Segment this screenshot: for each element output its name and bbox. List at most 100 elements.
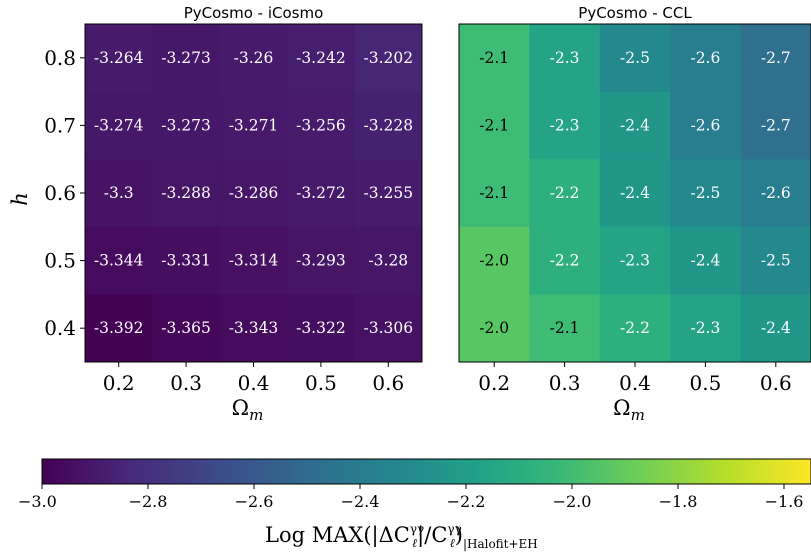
heatmap-cell (740, 24, 811, 93)
cell-value-label: -3.264 (94, 49, 144, 67)
heatmap-cell (529, 91, 601, 160)
x-tick-label: 0.6 (760, 371, 792, 395)
cell-value-label: -2.5 (620, 49, 650, 67)
y-axis-label: h (8, 192, 32, 206)
heatmap-cell (529, 294, 601, 363)
heatmap-cell (85, 294, 153, 363)
cell-value-label: -3.202 (363, 49, 413, 67)
heatmap-cell (287, 294, 356, 363)
cell-value-label: -2.3 (690, 319, 720, 337)
heatmap-cell (599, 294, 671, 363)
heatmap-cell (670, 226, 742, 295)
colorbar-tick-label: −2.4 (341, 492, 380, 511)
cell-value-label: -2.4 (620, 116, 650, 134)
cell-value-label: -3.28 (368, 252, 408, 270)
cell-value-label: -2.7 (761, 49, 791, 67)
heatmap-cell (670, 24, 742, 93)
cell-value-label: -2.2 (550, 252, 580, 270)
heatmap-cell (287, 226, 356, 295)
x-tick-label: 0.4 (238, 371, 270, 395)
heatmap-cell (219, 226, 288, 295)
cell-value-label: -2.0 (479, 252, 509, 270)
colorbar-tick-label: −1.6 (765, 492, 804, 511)
cell-value-label: -3.274 (94, 116, 144, 134)
cell-value-label: -3.271 (229, 116, 279, 134)
heatmap-cell (459, 24, 530, 93)
heatmap-cell (599, 91, 671, 160)
x-tick-label: 0.3 (170, 371, 202, 395)
heatmap-cell (529, 226, 601, 295)
colorbar: −3.0 −2.8 −2.6 −2.4 −2.2 −2.0 −1.8 −1.6 Log MAX(… (18, 458, 811, 551)
heatmap-cell (85, 24, 153, 93)
x-tick-label: 0.3 (549, 371, 581, 395)
cell-value-label: -3.343 (229, 319, 279, 337)
cell-value-label: -3.322 (296, 319, 346, 337)
cell-value-label: -2.3 (550, 49, 580, 67)
cell-value-label: -3.273 (161, 116, 211, 134)
heatmap-cell (85, 159, 153, 228)
cell-value-label: -2.4 (620, 184, 650, 202)
colorbar-gradient (42, 459, 811, 484)
cell-value-label: -2.6 (690, 116, 720, 134)
cell-value-label: -2.3 (550, 116, 580, 134)
heatmap-cell (599, 226, 671, 295)
cell-value-label: -2.0 (479, 319, 509, 337)
cell-value-label: -3.255 (363, 184, 413, 202)
panel-title: PyCosmo - CCL (578, 4, 692, 22)
heatmap-cell (599, 159, 671, 228)
x-tick-label: 0.4 (619, 371, 651, 395)
heatmap-cell (740, 91, 811, 160)
cell-value-label: -3.242 (296, 49, 346, 67)
heatmap-cell (354, 159, 423, 228)
x-tick-label: 0.2 (103, 371, 135, 395)
cell-value-label: -3.273 (161, 49, 211, 67)
cell-value-label: -2.1 (479, 184, 509, 202)
heatmap-cell (287, 159, 356, 228)
heatmap-cell (670, 91, 742, 160)
x-tick-label: 0.5 (689, 371, 721, 395)
cell-value-label: -3.3 (104, 184, 134, 202)
x-tick-label: 0.2 (478, 371, 510, 395)
cell-value-label: -3.26 (234, 49, 274, 67)
cell-value-label: -2.7 (761, 116, 791, 134)
heatmap-cell (459, 91, 530, 160)
heatmap-cell (152, 159, 221, 228)
cell-value-label: -3.344 (94, 252, 144, 270)
cell-value-label: -2.4 (761, 319, 791, 337)
y-tick-label: 0.4 (44, 316, 76, 340)
heatmap-cell (219, 294, 288, 363)
colorbar-tick-label: −2.0 (553, 492, 592, 511)
x-axis-label: Ωm (232, 396, 264, 424)
heatmap-panel-1: -3.264 -3.273 -3.26 -3.242 -3.202 -3.274 -3.27… (8, 4, 423, 424)
cell-value-label: -2.1 (550, 319, 580, 337)
heatmap-cell (152, 226, 221, 295)
cell-value-label: -2.5 (761, 252, 791, 270)
cell-value-label: -3.306 (363, 319, 413, 337)
cell-value-label: -2.2 (620, 319, 650, 337)
cell-value-label: -3.314 (229, 252, 279, 270)
heatmap-cell (152, 24, 221, 93)
colorbar-label: Log MAX(|ΔCγγ ℓ|/Cγγ ℓ)|Halofit+EH (265, 522, 538, 551)
cell-value-label: -2.1 (479, 49, 509, 67)
heatmap-cell (740, 294, 811, 363)
cell-value-label: -3.293 (296, 252, 346, 270)
heatmap-cell (599, 24, 671, 93)
heatmap-cell (459, 294, 530, 363)
heatmap-cell (152, 294, 221, 363)
cell-value-label: -3.331 (161, 252, 211, 270)
heatmap-cell (459, 226, 530, 295)
heatmap-cell (740, 159, 811, 228)
cell-value-label: -3.392 (94, 319, 144, 337)
cell-value-label: -2.6 (761, 184, 791, 202)
heatmap-cell (529, 24, 601, 93)
colorbar-tick-label: −2.2 (447, 492, 486, 511)
cell-value-label: -3.256 (296, 116, 346, 134)
y-tick-label: 0.7 (44, 113, 76, 137)
colorbar-tick-label: −2.6 (235, 492, 274, 511)
cell-value-label: -3.272 (296, 184, 346, 202)
cell-value-label: -3.228 (363, 116, 413, 134)
heatmap-panel-2: -2.1 -2.3 -2.5 -2.6 -2.7 -2.1 -2.3 -2.4 -2.6 -2.7… (458, 4, 811, 424)
x-axis-label: Ωm (613, 396, 645, 424)
heatmap-cell (152, 91, 221, 160)
